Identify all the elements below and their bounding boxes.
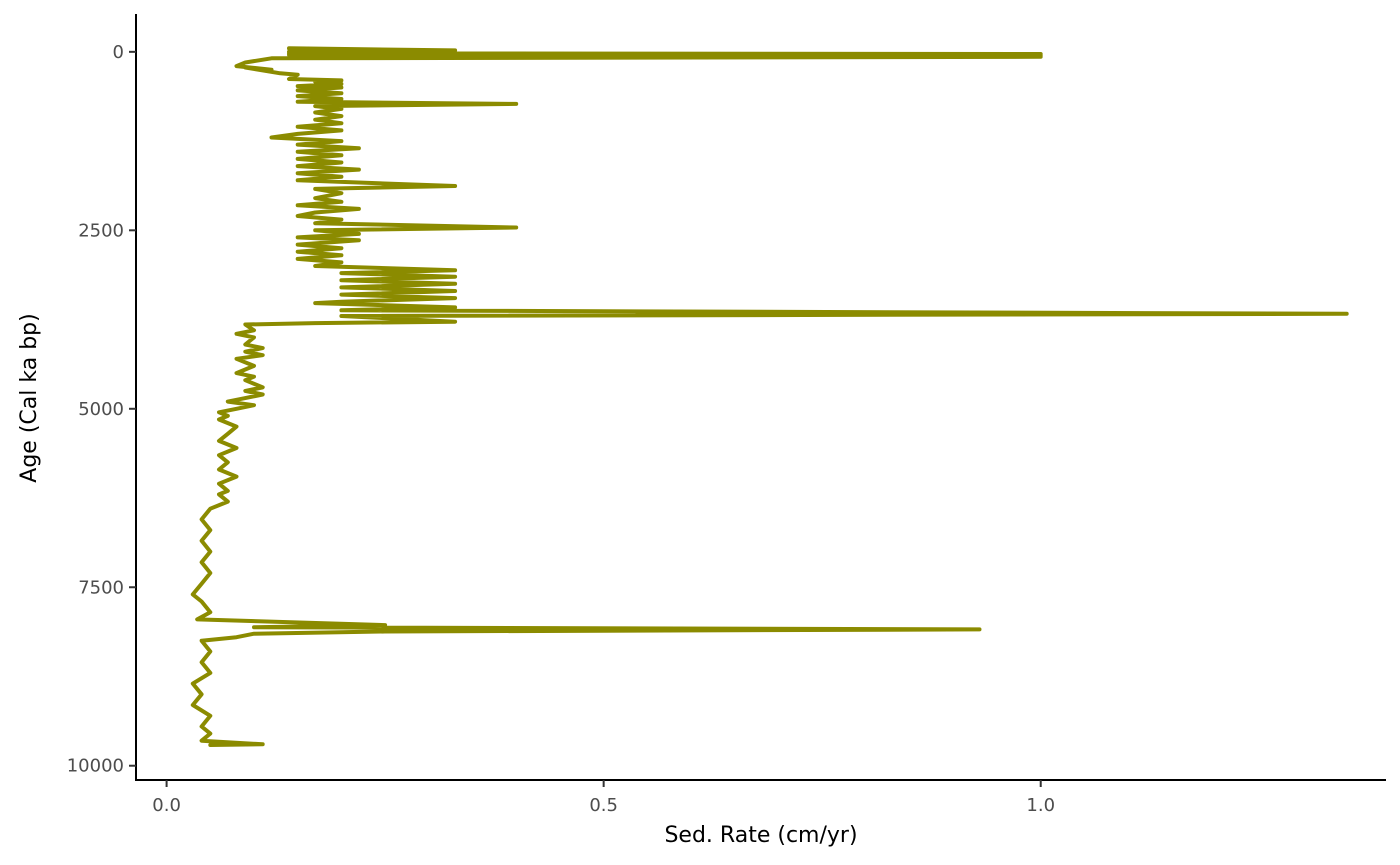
y-tick-label: 0 (113, 42, 124, 63)
x-tick-label: 0.5 (589, 795, 618, 816)
plot-area (190, 46, 1349, 747)
y-tick-label: 7500 (78, 577, 124, 598)
y-tick-label: 2500 (78, 220, 124, 241)
x-axis-title: Sed. Rate (cm/yr) (664, 823, 857, 848)
y-axis-ticks: 0 2500 5000 7500 10000 (67, 42, 136, 777)
y-tick-label: 10000 (67, 756, 124, 777)
x-axis-ticks: 0.0 0.5 1.0 (152, 780, 1055, 816)
x-tick-label: 1.0 (1026, 795, 1055, 816)
y-axis-title: Age (Cal ka bp) (17, 313, 42, 482)
y-tick-label: 5000 (78, 399, 124, 420)
series-line-0 (190, 46, 1349, 747)
x-tick-label: 0.0 (152, 795, 181, 816)
